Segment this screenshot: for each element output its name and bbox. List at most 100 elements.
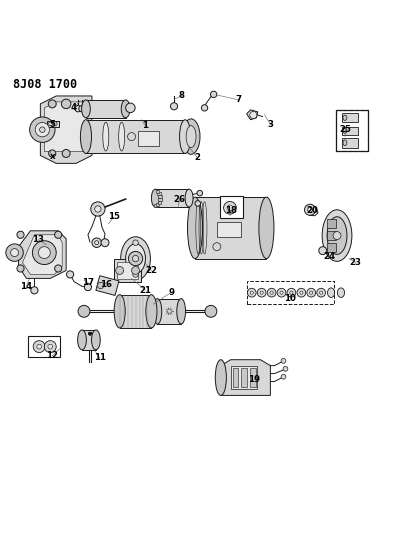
Circle shape — [297, 288, 306, 297]
Ellipse shape — [80, 120, 92, 154]
Circle shape — [320, 291, 323, 294]
Text: 24: 24 — [324, 252, 336, 261]
Bar — [47, 120, 59, 127]
Circle shape — [307, 288, 316, 297]
Polygon shape — [19, 231, 66, 278]
Circle shape — [55, 231, 62, 238]
Circle shape — [101, 239, 109, 247]
Circle shape — [11, 249, 19, 256]
Circle shape — [205, 305, 217, 317]
Text: 7: 7 — [236, 95, 242, 104]
Circle shape — [89, 333, 92, 335]
Ellipse shape — [179, 120, 191, 154]
Bar — [250, 368, 256, 387]
Text: 3: 3 — [267, 120, 273, 129]
Circle shape — [300, 291, 303, 294]
Polygon shape — [221, 360, 270, 395]
Ellipse shape — [187, 197, 203, 259]
Circle shape — [49, 150, 56, 157]
Text: 13: 13 — [32, 235, 44, 244]
Ellipse shape — [103, 122, 109, 151]
Circle shape — [227, 205, 233, 211]
Circle shape — [133, 255, 139, 262]
Circle shape — [319, 247, 327, 255]
Ellipse shape — [121, 100, 130, 118]
Polygon shape — [44, 102, 88, 151]
Bar — [158, 201, 161, 204]
Bar — [86, 100, 126, 118]
Ellipse shape — [153, 298, 162, 324]
Bar — [120, 295, 151, 328]
Circle shape — [248, 288, 256, 297]
Circle shape — [260, 291, 263, 294]
Circle shape — [89, 332, 91, 334]
Bar — [336, 110, 368, 151]
Bar — [158, 195, 162, 198]
Bar — [247, 281, 334, 304]
Ellipse shape — [328, 288, 335, 297]
Bar — [342, 114, 358, 122]
Circle shape — [211, 91, 217, 98]
Bar — [327, 219, 336, 229]
Circle shape — [98, 282, 104, 289]
Text: 25: 25 — [340, 125, 352, 134]
Circle shape — [95, 241, 99, 245]
Circle shape — [90, 333, 92, 335]
Circle shape — [49, 122, 53, 126]
Bar — [158, 192, 161, 195]
Ellipse shape — [343, 115, 347, 120]
Text: 15: 15 — [108, 213, 120, 221]
Text: 16: 16 — [100, 280, 112, 289]
Circle shape — [257, 288, 266, 297]
Ellipse shape — [343, 140, 347, 146]
Circle shape — [132, 266, 140, 274]
Circle shape — [17, 231, 24, 238]
Ellipse shape — [114, 295, 125, 328]
Circle shape — [88, 332, 91, 335]
Circle shape — [133, 272, 139, 277]
Circle shape — [213, 243, 221, 251]
Circle shape — [61, 99, 71, 109]
Circle shape — [290, 291, 293, 294]
Circle shape — [92, 238, 101, 247]
Bar — [156, 203, 159, 206]
Bar — [114, 259, 142, 282]
Ellipse shape — [151, 189, 159, 207]
Text: 10: 10 — [284, 294, 296, 303]
Bar — [82, 330, 96, 350]
Circle shape — [29, 117, 55, 142]
Circle shape — [250, 111, 257, 118]
Ellipse shape — [82, 100, 90, 118]
Text: 22: 22 — [145, 266, 157, 275]
Circle shape — [32, 241, 56, 264]
Bar — [154, 204, 157, 207]
Text: x: x — [49, 152, 55, 161]
Circle shape — [75, 106, 81, 112]
Circle shape — [48, 344, 53, 349]
Circle shape — [35, 123, 49, 137]
Bar — [157, 298, 181, 324]
Text: 14: 14 — [20, 282, 33, 291]
Ellipse shape — [338, 288, 345, 297]
Bar — [342, 138, 358, 148]
Text: 8: 8 — [178, 92, 184, 100]
Text: 18: 18 — [225, 206, 237, 215]
Ellipse shape — [119, 122, 125, 151]
Bar — [138, 131, 159, 147]
Bar — [231, 366, 256, 390]
Ellipse shape — [259, 197, 274, 259]
Bar — [156, 190, 159, 193]
Circle shape — [6, 244, 23, 261]
Bar — [336, 110, 368, 151]
Circle shape — [44, 341, 56, 352]
Circle shape — [133, 240, 139, 246]
Circle shape — [91, 202, 105, 216]
Text: 17: 17 — [82, 278, 94, 287]
Circle shape — [277, 288, 286, 297]
Bar — [86, 120, 185, 154]
Bar — [158, 198, 162, 201]
Ellipse shape — [78, 330, 86, 350]
Text: 26: 26 — [173, 196, 185, 204]
Circle shape — [128, 133, 136, 141]
Ellipse shape — [322, 210, 352, 261]
